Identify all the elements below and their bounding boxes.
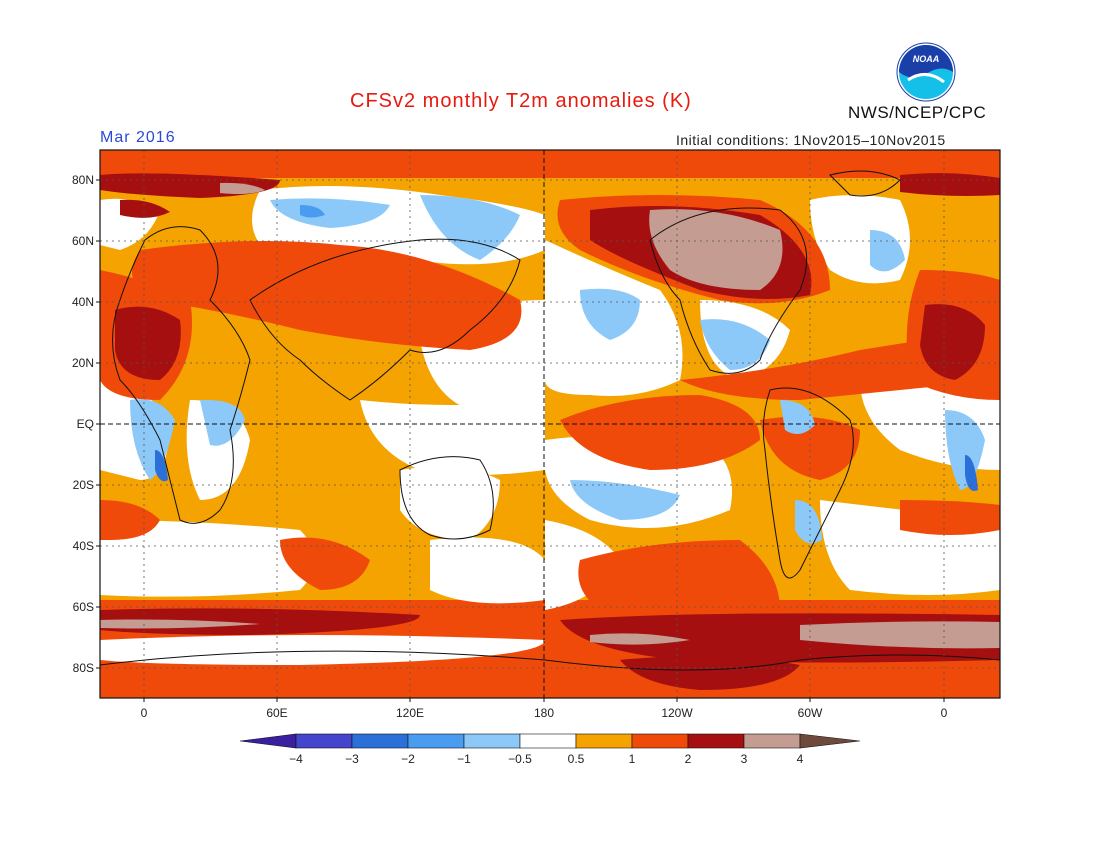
lat-label: 60S: [72, 600, 94, 614]
colorbar-swatch: [519, 733, 577, 749]
colorbar-swatch: [463, 733, 521, 749]
lat-label: 60N: [71, 234, 94, 248]
lon-label: 120W: [661, 706, 693, 720]
lat-label: 20N: [71, 356, 94, 370]
colorbar-label: −0.5: [508, 752, 532, 766]
colorbar-swatch: [295, 733, 353, 749]
colorbar-label: 4: [796, 752, 804, 766]
lat-label: 80S: [72, 661, 94, 675]
lon-label: 120E: [395, 706, 425, 720]
colorbar-swatch: [631, 733, 689, 749]
colorbar-label: 0.5: [567, 752, 585, 766]
colorbar: [239, 733, 861, 749]
colorbar-label: 1: [628, 752, 636, 766]
valid-month: Mar 2016: [100, 129, 176, 146]
colorbar-label: −2: [401, 752, 415, 766]
colorbar-swatch-gt-4: [799, 733, 861, 749]
noaa-logo-icon: NOAA: [896, 42, 956, 102]
lon-label: 0: [140, 706, 148, 720]
colorbar-label: 2: [684, 752, 692, 766]
lat-label: EQ: [76, 417, 94, 431]
lon-label: 0: [940, 706, 948, 720]
colorbar-swatch-lt-4: [239, 733, 297, 749]
lat-label: 40N: [71, 295, 94, 309]
colorbar-swatch: [575, 733, 633, 749]
colorbar-swatch: [687, 733, 745, 749]
agency-label: NWS/NCEP/CPC: [848, 103, 987, 122]
graticule: [100, 150, 1000, 698]
colorbar-swatch: [351, 733, 409, 749]
lat-label: 40S: [72, 539, 94, 553]
initial-conditions: Initial conditions: 1Nov2015–10Nov2015: [676, 132, 946, 148]
colorbar-swatch: [743, 733, 801, 749]
colorbar-label: −1: [457, 752, 471, 766]
lon-label: 60W: [797, 706, 823, 720]
colorbar-label: 3: [740, 752, 748, 766]
lon-label: 180: [533, 706, 555, 720]
colorbar-label: −4: [289, 752, 303, 766]
chart-title: CFSv2 monthly T2m anomalies (K): [350, 90, 692, 112]
equator-dateline: [100, 150, 1000, 698]
lon-label: 60E: [266, 706, 288, 720]
lat-label: 80N: [71, 173, 94, 187]
colorbar-swatch: [407, 733, 465, 749]
logo-text: NOAA: [913, 54, 940, 64]
colorbar-label: −3: [345, 752, 359, 766]
lat-label: 20S: [72, 478, 94, 492]
